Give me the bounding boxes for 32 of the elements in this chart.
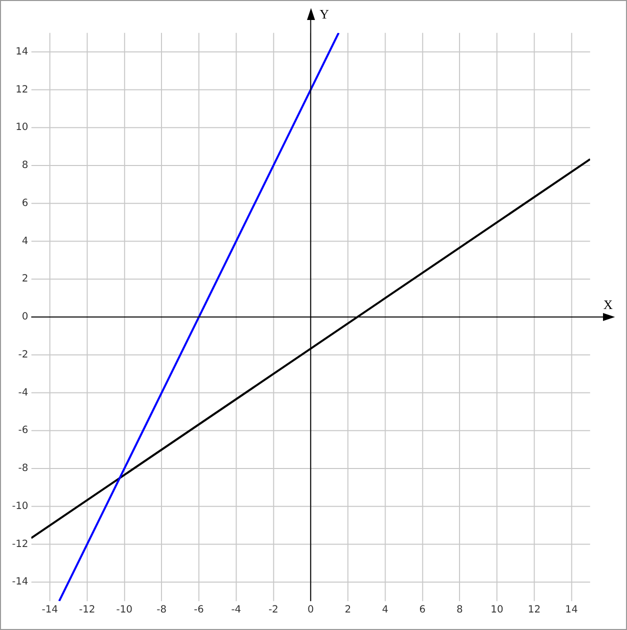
x-tick-label: -14 [42, 604, 58, 616]
x-tick-label: 0 [308, 604, 314, 616]
x-tick-label: 14 [565, 604, 578, 616]
x-tick-label: 2 [344, 604, 352, 616]
x-tick-label: 10 [490, 604, 504, 616]
x-tick-label: -12 [78, 604, 96, 616]
y-tick-label: -10 [12, 500, 28, 512]
x-tick-label: 4 [382, 604, 388, 616]
y-tick-label: -2 [18, 349, 28, 360]
y-tick-label: -8 [18, 463, 28, 474]
x-tick-label: -6 [194, 604, 204, 616]
x-tick-label: -10 [116, 604, 133, 616]
y-tick-label: 0 [22, 312, 28, 323]
x-tick-label: 8 [456, 604, 463, 616]
x-tick-label: -4 [231, 604, 242, 616]
y-tick-label: 4 [22, 236, 28, 247]
y-tick-label: -12 [12, 538, 28, 550]
y-axis-title: Y [320, 6, 330, 22]
y-tick-label: -4 [18, 387, 28, 398]
y-tick-label: 6 [22, 198, 28, 209]
x-tick-label: 6 [419, 604, 426, 616]
y-tick-label: -14 [12, 576, 28, 588]
x-tick-label: 12 [528, 604, 541, 616]
y-tick-label: 12 [16, 84, 28, 96]
y-tick-label: 14 [16, 46, 28, 58]
y-tick-label: 8 [22, 160, 28, 172]
y-tick-label: 10 [16, 122, 28, 134]
y-tick-label: -6 [18, 425, 28, 436]
x-axis-title: X [603, 296, 614, 312]
x-tick-label: -8 [156, 604, 167, 616]
x-tick-label: -2 [268, 604, 278, 616]
y-tick-label: 2 [22, 274, 28, 285]
